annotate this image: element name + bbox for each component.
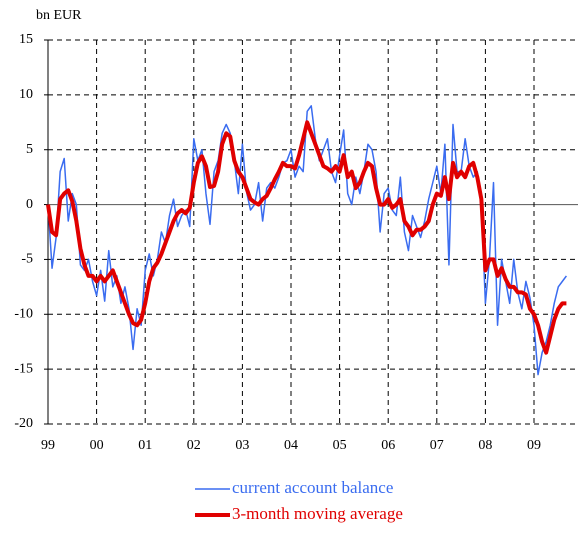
legend-label: current account balance	[232, 478, 393, 497]
x-tick-label: 09	[527, 438, 541, 453]
y-tick-label: 10	[19, 87, 33, 102]
x-tick-label: 03	[235, 438, 249, 453]
series-line	[46, 120, 567, 355]
y-tick-label: -10	[14, 307, 33, 322]
x-tick-label: 99	[41, 438, 55, 453]
y-tick-label: 5	[26, 142, 33, 157]
y-tick-label: 0	[26, 197, 33, 212]
legend-label: 3-month moving average	[232, 504, 403, 523]
x-tick-label: 01	[138, 438, 152, 453]
x-tick-label: 00	[90, 438, 104, 453]
y-tick-label: -20	[14, 416, 33, 431]
y-axis-label: bn EUR	[36, 8, 82, 23]
y-tick-label: 15	[19, 32, 33, 47]
x-tick-label: 07	[430, 438, 444, 453]
y-tick-label: -5	[21, 252, 33, 267]
x-tick-label: 08	[478, 438, 492, 453]
series-line	[47, 105, 568, 376]
y-tick-label: -15	[14, 361, 33, 376]
x-tick-label: 04	[284, 438, 298, 453]
x-tick-label: 05	[333, 438, 347, 453]
x-tick-label: 02	[187, 438, 201, 453]
x-tick-label: 06	[381, 438, 395, 453]
